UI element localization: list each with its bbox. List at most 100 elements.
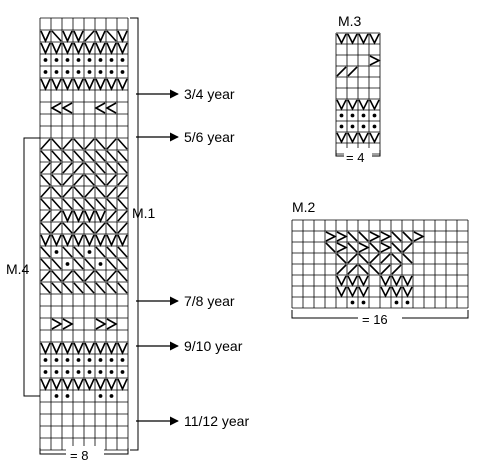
v-stitch-symbol (73, 42, 84, 55)
dot-stitch-symbol (98, 70, 103, 74)
diagonal-symbol (73, 198, 84, 210)
diagonal-symbol (106, 246, 117, 258)
diagonal-symbol (62, 138, 73, 150)
diagonal-symbol (40, 150, 51, 162)
diagonal-symbol (51, 210, 62, 222)
right-chevron-symbol (369, 55, 381, 66)
v-stitch-symbol (51, 234, 62, 247)
v-stitch-symbol (106, 234, 117, 247)
diagonal-symbol (40, 138, 51, 150)
diagonal-symbol (106, 282, 117, 294)
dot-stitch-symbol (54, 394, 59, 398)
diagonal-symbol (62, 150, 73, 162)
diagonal-symbol (51, 270, 62, 282)
left-chevron-symbol (94, 102, 106, 114)
v-stitch-symbol (62, 342, 73, 355)
diagonal-symbol (347, 253, 358, 264)
diagonal-symbol (51, 174, 62, 186)
diagonal-symbol (95, 174, 106, 186)
diagonal-symbol (62, 270, 73, 282)
v-stitch-symbol (95, 210, 106, 223)
v-stitch-symbol (336, 275, 347, 287)
left-chevron-symbol (105, 102, 117, 114)
dot-stitch-symbol (87, 358, 92, 362)
dot-stitch-symbol (54, 358, 59, 362)
v-stitch-symbol (51, 42, 62, 55)
v-stitch-symbol (84, 42, 95, 55)
v-stitch-symbol (358, 286, 369, 298)
size-marker-5-6: 5/6 year (184, 129, 235, 145)
v-stitch-symbol (73, 234, 84, 247)
diagonal-symbol (51, 162, 62, 174)
diagonal-symbol (51, 282, 62, 294)
v-stitch-symbol (117, 378, 128, 391)
dot-stitch-symbol (339, 113, 344, 118)
m3-width-label: = 4 (346, 150, 364, 165)
dot-stitch-symbol (109, 58, 114, 62)
diagonal-symbol (402, 242, 413, 253)
diagonal-symbol (95, 222, 106, 234)
v-stitch-symbol (51, 378, 62, 391)
diagonal-symbol (380, 253, 391, 264)
dot-stitch-symbol (361, 300, 366, 305)
v-stitch-symbol (62, 210, 73, 223)
dot-stitch-symbol (43, 58, 48, 62)
v-stitch-symbol (95, 378, 106, 391)
diagonal-symbol (40, 162, 51, 174)
diagonal-symbol (62, 162, 73, 174)
dot-stitch-symbol (109, 70, 114, 74)
diagonal-symbol (117, 246, 128, 258)
diagonal-symbol (40, 258, 51, 270)
m2-label: M.2 (292, 199, 316, 215)
diagonal-symbol (95, 270, 106, 282)
right-chevron-symbol (413, 231, 425, 242)
v-stitch-symbol (51, 342, 62, 355)
diagonal-symbol (106, 30, 117, 42)
chart-m3-grid (335, 32, 381, 155)
diagonal-symbol (84, 162, 95, 174)
diagonal-symbol (84, 222, 95, 234)
dot-stitch-symbol (43, 70, 48, 74)
diagonal-symbol (106, 222, 117, 234)
diagonal-symbol (336, 66, 347, 77)
dot-stitch-symbol (98, 262, 103, 266)
dot-stitch-symbol (372, 124, 377, 129)
dot-stitch-symbol (98, 58, 103, 62)
diagonal-symbol (84, 258, 95, 270)
diagonal-symbol (62, 174, 73, 186)
v-stitch-symbol (347, 99, 358, 111)
v-stitch-symbol (95, 234, 106, 247)
diagonal-symbol (106, 138, 117, 150)
right-chevron-symbol (369, 231, 381, 242)
diagonal-symbol (51, 150, 62, 162)
chart-m1-grid (39, 17, 129, 451)
diagonal-symbol (391, 253, 402, 264)
v-stitch-symbol (40, 342, 51, 355)
right-chevron-symbol (325, 231, 337, 242)
diagonal-symbol (391, 264, 402, 275)
v-stitch-symbol (347, 33, 358, 45)
v-stitch-symbol (336, 99, 347, 111)
dot-stitch-symbol (109, 358, 114, 362)
diagonal-symbol (117, 282, 128, 294)
dot-stitch-symbol (109, 394, 114, 398)
dot-stitch-symbol (109, 370, 114, 374)
diagonal-symbol (40, 198, 51, 210)
v-stitch-symbol (73, 30, 84, 43)
diagonal-symbol (106, 258, 117, 270)
left-chevron-symbol (50, 102, 62, 114)
m1-width-label: = 8 (70, 448, 88, 463)
v-stitch-symbol (402, 286, 413, 298)
v-stitch-symbol (95, 42, 106, 55)
diagonal-symbol (402, 231, 413, 242)
v-stitch-symbol (369, 132, 380, 144)
diagonal-symbol (106, 210, 117, 222)
v-stitch-symbol (117, 30, 128, 43)
m1-label: M.1 (132, 205, 156, 221)
diagonal-symbol (117, 270, 128, 282)
diagonal-symbol (73, 138, 84, 150)
v-stitch-symbol (62, 30, 73, 43)
v-stitch-symbol (84, 234, 95, 247)
diagonal-symbol (40, 186, 51, 198)
